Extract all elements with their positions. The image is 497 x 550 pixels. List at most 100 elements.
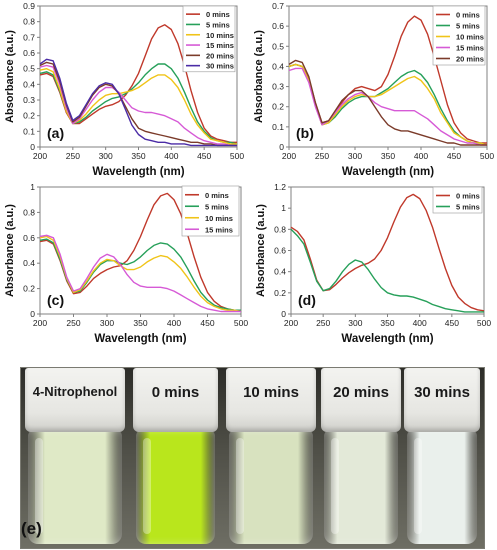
- legend-label: 5 mins: [456, 22, 480, 31]
- vial-label: 20 mins: [333, 384, 389, 401]
- x-tick-label: 350: [381, 151, 395, 161]
- panel-label-a: (a): [47, 125, 64, 141]
- vial-glare: [35, 438, 43, 534]
- panel-label-e: (e): [21, 519, 42, 538]
- legend-label: 5 mins: [206, 20, 230, 29]
- legend-label: 10 mins: [205, 214, 233, 223]
- x-tick-label: 300: [348, 151, 362, 161]
- x-tick-label: 450: [200, 318, 214, 328]
- legend-box: [432, 5, 486, 66]
- legend-label: 5 mins: [205, 202, 229, 211]
- y-tick-label: 0.5: [272, 41, 284, 51]
- x-tick-label: 250: [66, 318, 80, 328]
- x-tick-label: 350: [133, 318, 147, 328]
- vial-cap: 4-Nitrophenol: [25, 368, 125, 432]
- x-tick-label: 250: [316, 318, 330, 328]
- x-tick-label: 450: [445, 318, 459, 328]
- y-tick-label: 0.1: [23, 126, 35, 136]
- x-tick-label: 400: [164, 151, 178, 161]
- legend-label: 10 mins: [206, 31, 234, 40]
- y-tick-label: 0.8: [23, 17, 35, 27]
- y-tick-label: 0.8: [274, 224, 286, 234]
- vial: 10 mins: [226, 368, 316, 548]
- y-tick-label: 0.7: [272, 1, 284, 11]
- x-tick-label: 400: [414, 151, 428, 161]
- y-tick-label: 0.3: [272, 82, 284, 92]
- series-line: [39, 238, 241, 311]
- vial-cap: 20 mins: [321, 368, 401, 432]
- y-tick-label: 0.3: [23, 95, 35, 105]
- series-line: [39, 61, 237, 147]
- x-tick-label: 300: [100, 318, 114, 328]
- x-axis-label: Wavelength (nm): [92, 166, 184, 178]
- series-line: [290, 228, 484, 313]
- y-tick-label: 0.5: [23, 64, 35, 74]
- y-axis-label: Absorbance (a.u.): [253, 30, 265, 123]
- x-tick-label: 350: [131, 151, 145, 161]
- vial-label: 0 mins: [151, 384, 200, 401]
- legend-box: [182, 5, 236, 73]
- y-tick-label: 0.9: [23, 1, 35, 11]
- legend-label: 0 mins: [456, 11, 480, 20]
- chart-panel-c: 200 250 300 350 400 450 500 0 0.2 0.4 0.6 0.8 1 Wavel…: [4, 182, 248, 345]
- vial-cap: 30 mins: [404, 368, 480, 432]
- legend-label: 15 mins: [206, 41, 234, 50]
- y-tick-label: 0.2: [23, 111, 35, 121]
- x-tick-label: 400: [167, 318, 181, 328]
- vial: 0 mins: [133, 368, 218, 548]
- legend-label: 0 mins: [206, 10, 230, 19]
- x-axis-label: Wavelength (nm): [341, 333, 433, 345]
- x-tick-label: 200: [33, 318, 47, 328]
- vial-label: 10 mins: [243, 384, 299, 401]
- y-axis-label: Absorbance (a.u.): [255, 204, 267, 297]
- x-tick-label: 200: [282, 151, 296, 161]
- vial-glare: [414, 438, 422, 534]
- panel-label-d: (d): [298, 292, 316, 308]
- series-line: [288, 63, 488, 146]
- series-line: [39, 192, 241, 311]
- y-tick-label: 0.6: [272, 21, 284, 31]
- x-tick-label: 450: [197, 151, 211, 161]
- legend-box: [432, 186, 483, 214]
- vial: 30 mins: [404, 368, 480, 548]
- series-line: [39, 235, 242, 313]
- x-tick-label: 350: [380, 318, 394, 328]
- y-tick-label: 0: [30, 142, 35, 152]
- panel-label-b: (b): [296, 125, 314, 141]
- y-tick-label: 0.2: [272, 102, 284, 112]
- legend-label: 0 mins: [205, 191, 229, 200]
- series-line: [288, 67, 487, 146]
- vial-glare: [236, 438, 244, 534]
- y-tick-label: 0.2: [274, 288, 286, 298]
- x-tick-label: 200: [284, 318, 298, 328]
- legend-label: 15 mins: [456, 44, 484, 53]
- panel-label-c: (c): [47, 292, 64, 308]
- series-line: [39, 64, 237, 147]
- y-tick-label: 0.6: [23, 48, 35, 58]
- chart-panel-b: 200 250 300 350 400 450 500 0 0.1 0.2 0.3 0.4 0.5 0.6…: [253, 1, 494, 178]
- vial-liquid: [28, 430, 122, 544]
- y-tick-label: 0.8: [23, 207, 35, 217]
- x-tick-label: 200: [33, 151, 47, 161]
- legend-label: 10 mins: [456, 33, 484, 42]
- y-tick-label: 0.6: [274, 246, 286, 256]
- vial-glare: [143, 438, 151, 534]
- vial-label: 4-Nitrophenol: [32, 384, 118, 399]
- y-tick-label: 0: [281, 309, 286, 319]
- vial-liquid: [324, 430, 398, 544]
- y-axis-label: Absorbance (a.u.): [4, 30, 16, 123]
- legend-label: 30 mins: [206, 62, 234, 71]
- chart-panel-d: 200 250 300 350 400 450 500 0 0.2 0.4 0.6 0.8 1 1.2 Wa…: [255, 182, 491, 345]
- x-axis-label: Wavelength (nm): [342, 166, 434, 178]
- legend-label: 15 mins: [205, 225, 233, 234]
- y-tick-label: 0.1: [272, 122, 284, 132]
- legend-label: 5 mins: [456, 203, 480, 212]
- x-tick-label: 500: [234, 318, 248, 328]
- y-tick-label: 0.7: [23, 32, 35, 42]
- x-tick-label: 400: [413, 318, 427, 328]
- vial: 20 mins: [321, 368, 401, 548]
- y-tick-label: 0.4: [272, 61, 284, 71]
- series-line: [288, 63, 488, 146]
- vial-cap: 0 mins: [133, 368, 218, 432]
